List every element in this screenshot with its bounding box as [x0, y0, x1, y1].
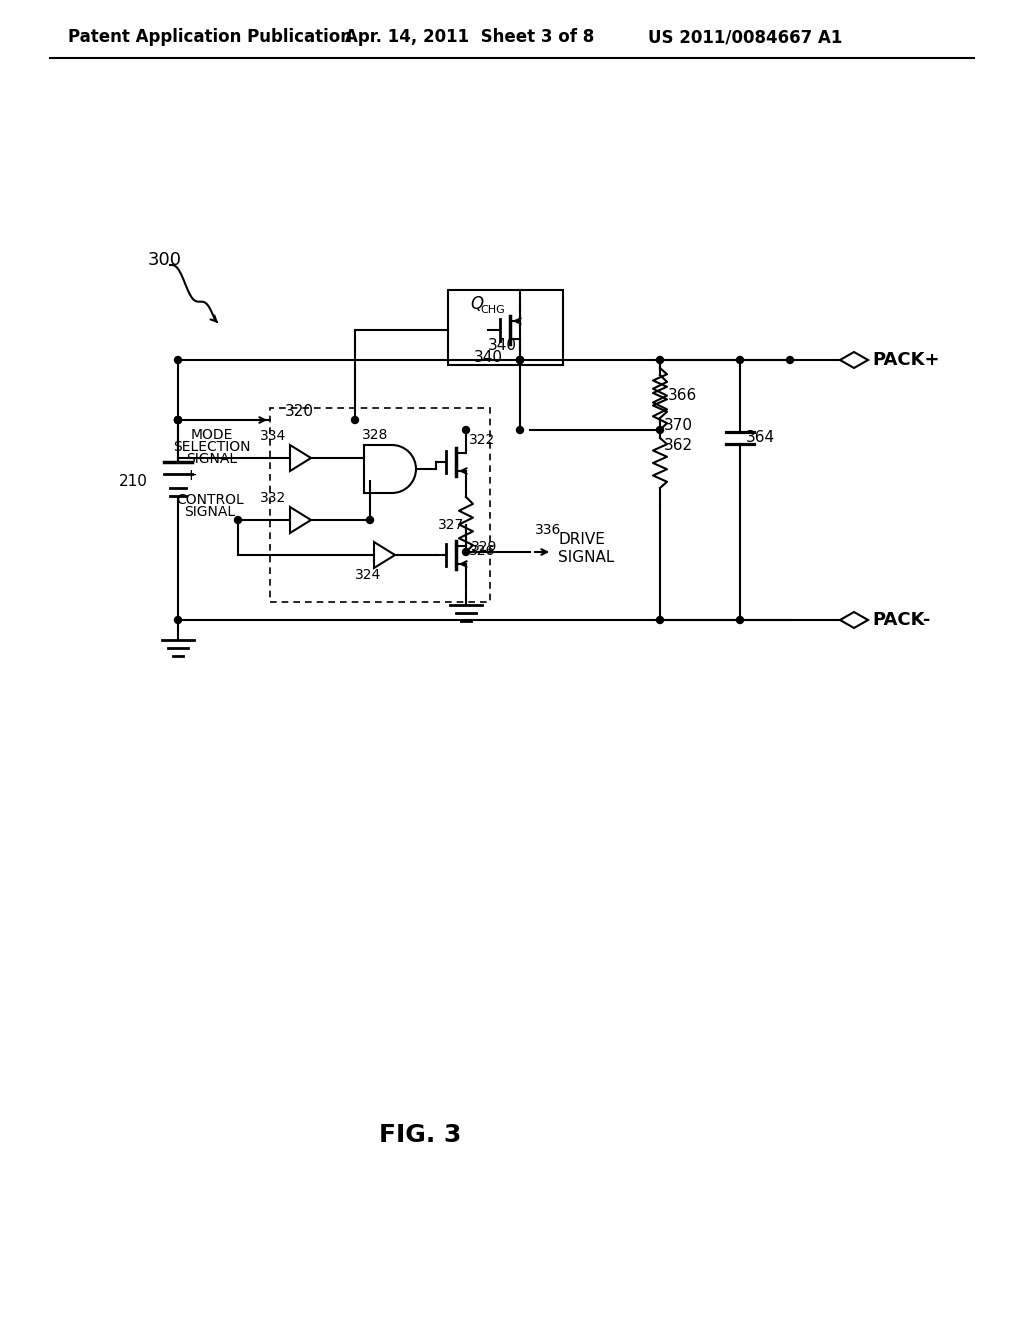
Text: SELECTION: SELECTION — [173, 440, 251, 454]
Text: US 2011/0084667 A1: US 2011/0084667 A1 — [648, 28, 843, 46]
Text: 336: 336 — [535, 523, 561, 537]
Text: 210: 210 — [119, 474, 148, 490]
Text: 320: 320 — [285, 404, 314, 418]
Text: PACK+: PACK+ — [872, 351, 939, 370]
Text: 326: 326 — [469, 544, 496, 558]
Circle shape — [174, 417, 181, 424]
Text: PACK-: PACK- — [872, 611, 931, 630]
Circle shape — [463, 549, 469, 556]
Circle shape — [463, 426, 469, 433]
Circle shape — [367, 516, 374, 524]
Text: 300: 300 — [148, 251, 182, 269]
Circle shape — [234, 516, 242, 524]
Circle shape — [656, 426, 664, 433]
Circle shape — [351, 417, 358, 424]
Text: 340: 340 — [474, 351, 503, 366]
Text: SIGNAL: SIGNAL — [558, 549, 614, 565]
Text: MODE: MODE — [190, 428, 233, 442]
Text: SIGNAL: SIGNAL — [186, 451, 238, 466]
Circle shape — [516, 356, 523, 363]
Text: CONTROL: CONTROL — [176, 492, 244, 507]
Text: 332: 332 — [260, 491, 286, 506]
Bar — [449, 290, 563, 366]
Circle shape — [656, 356, 664, 363]
Text: DRIVE: DRIVE — [558, 532, 605, 548]
Circle shape — [736, 356, 743, 363]
Circle shape — [516, 426, 523, 433]
Text: SIGNAL: SIGNAL — [184, 506, 236, 519]
Text: Q: Q — [470, 294, 483, 313]
Circle shape — [786, 356, 794, 363]
Circle shape — [174, 616, 181, 623]
Text: 334: 334 — [260, 429, 286, 444]
Text: CHG: CHG — [480, 305, 505, 315]
Text: 362: 362 — [664, 438, 693, 454]
Text: Apr. 14, 2011  Sheet 3 of 8: Apr. 14, 2011 Sheet 3 of 8 — [345, 28, 594, 46]
Circle shape — [516, 356, 523, 363]
Text: FIG. 3: FIG. 3 — [379, 1123, 461, 1147]
Text: 340: 340 — [488, 338, 517, 354]
Circle shape — [174, 417, 181, 424]
Text: 327: 327 — [438, 517, 464, 532]
Text: 370: 370 — [664, 418, 693, 433]
Text: 364: 364 — [746, 430, 775, 446]
Text: 366: 366 — [668, 388, 697, 403]
Text: Patent Application Publication: Patent Application Publication — [68, 28, 352, 46]
Bar — [270, 408, 490, 602]
Circle shape — [656, 616, 664, 623]
Circle shape — [736, 616, 743, 623]
Text: 329: 329 — [471, 540, 498, 554]
Text: 322: 322 — [469, 433, 496, 447]
Text: +: + — [184, 467, 197, 483]
Circle shape — [174, 356, 181, 363]
Text: 328: 328 — [362, 428, 388, 442]
Text: 324: 324 — [355, 568, 381, 582]
Circle shape — [174, 417, 181, 424]
